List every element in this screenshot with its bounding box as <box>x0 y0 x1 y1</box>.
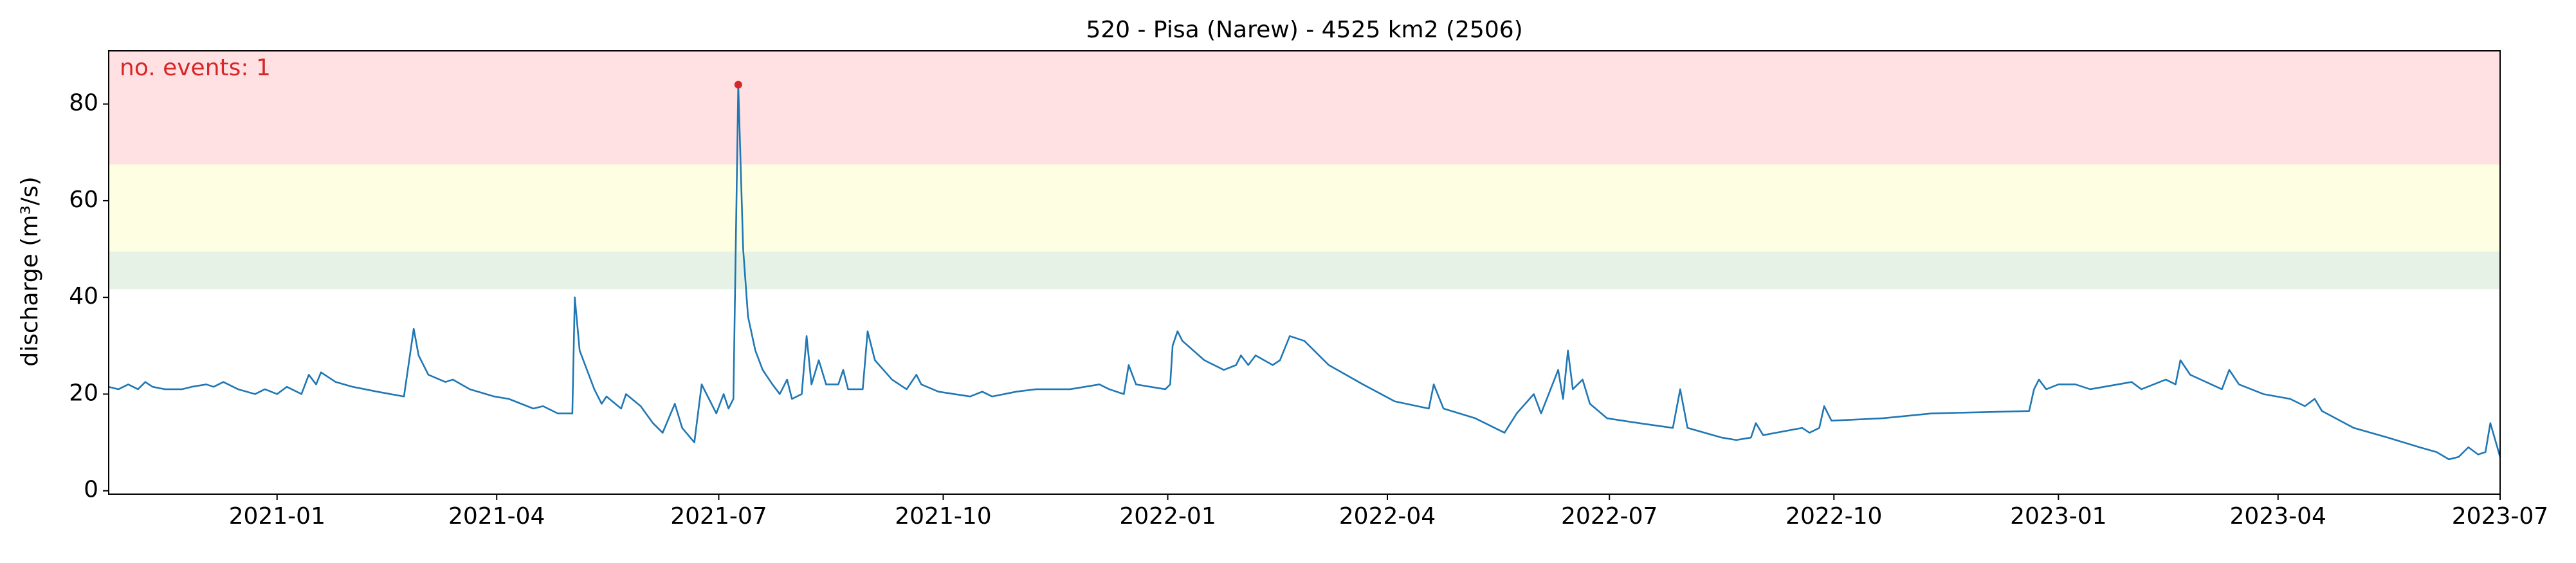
x-tick-label: 2022-04 <box>1339 503 1436 530</box>
plot-frame <box>108 50 2501 495</box>
threshold-band <box>109 251 2500 290</box>
chart-title: 520 - Pisa (Narew) - 4525 km2 (2506) <box>1086 17 1522 43</box>
x-tick-label: 2021-04 <box>448 503 545 530</box>
threshold-band <box>109 164 2500 252</box>
x-tick-label: 2022-07 <box>1561 503 1658 530</box>
y-tick-label: 20 <box>69 380 98 406</box>
x-tick-label: 2023-04 <box>2230 503 2326 530</box>
y-tick-label: 60 <box>69 187 98 213</box>
x-tick-label: 2021-01 <box>229 503 325 530</box>
x-tick-label: 2021-07 <box>670 503 767 530</box>
event-count: no. events: 1 <box>120 55 271 81</box>
y-tick-label: 0 <box>84 477 98 503</box>
x-tick-label: 2023-07 <box>2452 503 2548 530</box>
y-axis-label: discharge (m³/s) <box>17 176 43 366</box>
x-tick-label: 2022-01 <box>1119 503 1216 530</box>
x-tick-label: 2023-01 <box>2010 503 2106 530</box>
threshold-band <box>109 51 2500 165</box>
x-tick-label: 2022-10 <box>1786 503 1882 530</box>
y-tick-label: 40 <box>69 283 98 309</box>
discharge-line <box>108 84 2501 461</box>
event-marker <box>734 80 742 89</box>
x-tick-label: 2021-10 <box>895 503 991 530</box>
y-tick-label: 80 <box>69 90 98 116</box>
